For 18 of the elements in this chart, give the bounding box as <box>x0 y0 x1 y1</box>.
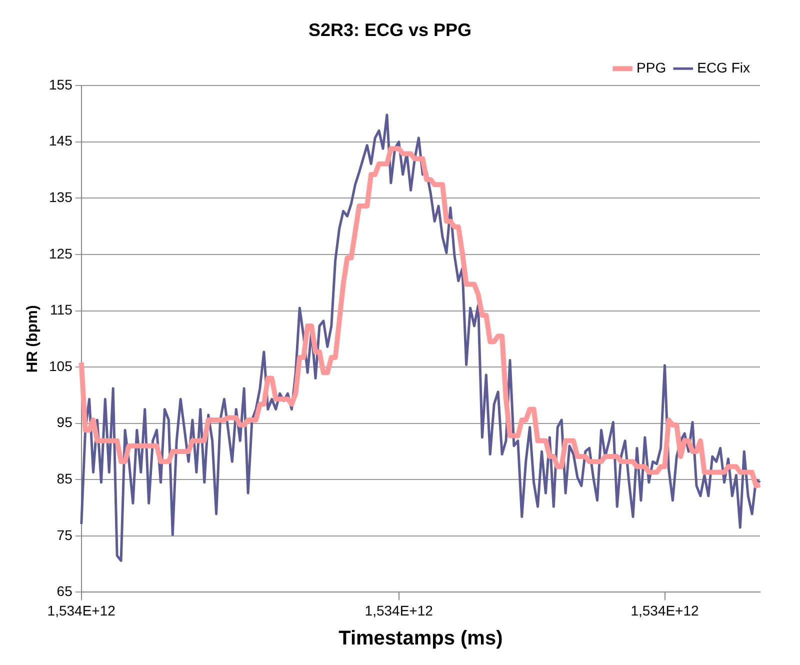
y-axis-title: HR (bpm) <box>24 305 42 373</box>
legend-label: ECG Fix <box>697 59 750 76</box>
y-tick-label: 95 <box>56 414 73 430</box>
y-tick-label: 105 <box>49 358 73 374</box>
x-tick-label: 1,534E+12 <box>47 602 116 618</box>
y-tick-label: 85 <box>56 470 73 486</box>
y-tick-label: 125 <box>49 245 73 262</box>
x-axis-title: Timestamps (ms) <box>338 628 503 650</box>
y-tick-label: 65 <box>56 583 73 600</box>
y-tick-label: 75 <box>56 526 73 543</box>
y-tick-label: 145 <box>49 132 73 149</box>
legend-label: PPG <box>636 59 666 76</box>
x-tick-label: 1,534E+12 <box>364 602 434 618</box>
chart-title: S2R3: ECG vs PPG <box>308 20 472 40</box>
x-tick-label: 1,534E+12 <box>630 602 700 618</box>
y-tick-label: 155 <box>49 76 73 92</box>
y-tick-label: 135 <box>49 189 73 206</box>
y-tick-label: 115 <box>50 302 73 318</box>
